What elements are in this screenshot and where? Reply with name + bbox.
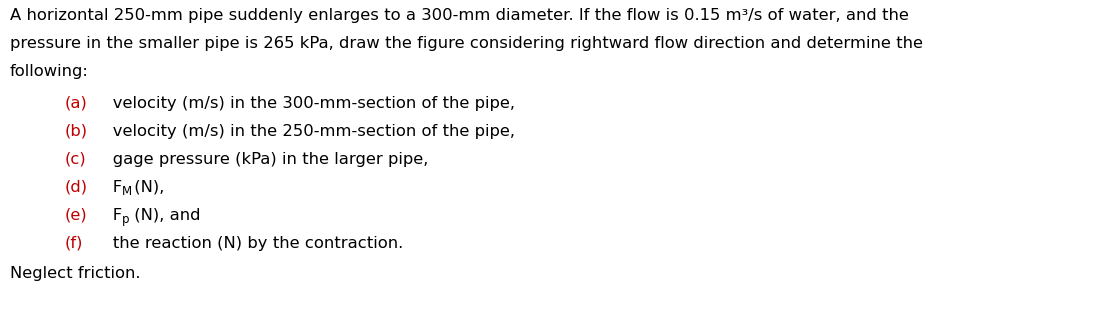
Text: pressure in the smaller pipe is 265 kPa, draw the figure considering rightward f: pressure in the smaller pipe is 265 kPa,… xyxy=(10,36,923,51)
Text: M: M xyxy=(122,185,132,198)
Text: velocity (m/s) in the 300-mm-section of the pipe,: velocity (m/s) in the 300-mm-section of … xyxy=(97,96,515,111)
Text: (N),: (N), xyxy=(128,180,164,195)
Text: F: F xyxy=(97,180,122,195)
Text: velocity (m/s) in the 250-mm-section of the pipe,: velocity (m/s) in the 250-mm-section of … xyxy=(97,124,515,139)
Text: the reaction (N) by the contraction.: the reaction (N) by the contraction. xyxy=(97,236,403,251)
Text: (d): (d) xyxy=(65,180,88,195)
Text: (N), and: (N), and xyxy=(128,208,200,223)
Text: (b): (b) xyxy=(65,124,88,139)
Text: Neglect friction.: Neglect friction. xyxy=(10,266,141,281)
Text: p: p xyxy=(122,213,130,226)
Text: (a): (a) xyxy=(65,96,88,111)
Text: (c): (c) xyxy=(65,152,87,167)
Text: (e): (e) xyxy=(65,208,88,223)
Text: (f): (f) xyxy=(65,236,83,251)
Text: following:: following: xyxy=(10,64,89,79)
Text: gage pressure (kPa) in the larger pipe,: gage pressure (kPa) in the larger pipe, xyxy=(97,152,428,167)
Text: F: F xyxy=(97,208,122,223)
Text: A horizontal 250-mm pipe suddenly enlarges to a 300-mm diameter. If the flow is : A horizontal 250-mm pipe suddenly enlarg… xyxy=(10,8,909,23)
